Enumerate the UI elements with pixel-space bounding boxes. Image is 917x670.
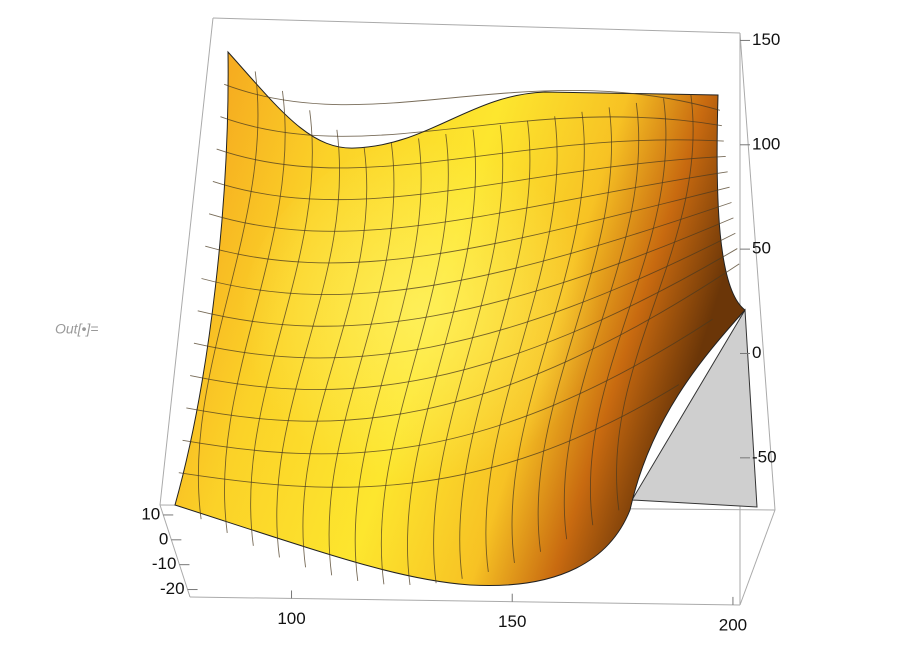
y-tick-label: 10 [141, 504, 160, 523]
z-tick-label: 150 [752, 30, 780, 49]
x-tick-label: 200 [719, 615, 747, 634]
mesh-line [589, 98, 667, 526]
mesh-line [511, 111, 585, 563]
y-tick-label: 0 [159, 529, 168, 548]
mesh-line [354, 138, 422, 582]
x-tick-label: 150 [498, 612, 526, 631]
mesh-line [485, 116, 558, 573]
mesh-line [186, 263, 740, 422]
mesh-line [201, 202, 732, 295]
z-tick-label: 50 [752, 239, 771, 258]
surface-mesh [178, 71, 740, 586]
mesh-line [197, 71, 259, 520]
mesh-line [190, 248, 738, 391]
x-tick-label: 100 [277, 609, 305, 628]
mesh-line [563, 102, 640, 540]
surface-shadow [631, 308, 758, 508]
mesh-line [250, 110, 313, 546]
mesh-line [380, 133, 449, 585]
mesh-line [224, 90, 286, 534]
z-tick-label: 100 [752, 134, 780, 153]
mesh-line [216, 139, 724, 169]
mesh-line [276, 129, 341, 558]
surface-highlight [240, 140, 640, 520]
y-tick-label: -20 [160, 579, 185, 598]
mesh-line [182, 318, 713, 455]
mesh-line [220, 116, 722, 137]
mesh-line [197, 217, 734, 327]
cell-label: Out[•]= [55, 321, 98, 337]
mesh-line [537, 107, 613, 552]
z-tick-label: -50 [752, 447, 777, 466]
y-tick-label: -10 [152, 554, 177, 573]
mesh-line [178, 384, 680, 488]
mesh-line [459, 120, 531, 579]
mesh-line [616, 93, 694, 511]
mesh-line [224, 83, 721, 111]
mesh-line [208, 171, 728, 232]
z-tick-label: 0 [752, 343, 761, 362]
mesh-line [328, 142, 395, 576]
mesh-line [212, 155, 726, 200]
mesh-line [302, 147, 368, 568]
mesh-line [433, 125, 504, 584]
mesh-line [406, 129, 477, 586]
